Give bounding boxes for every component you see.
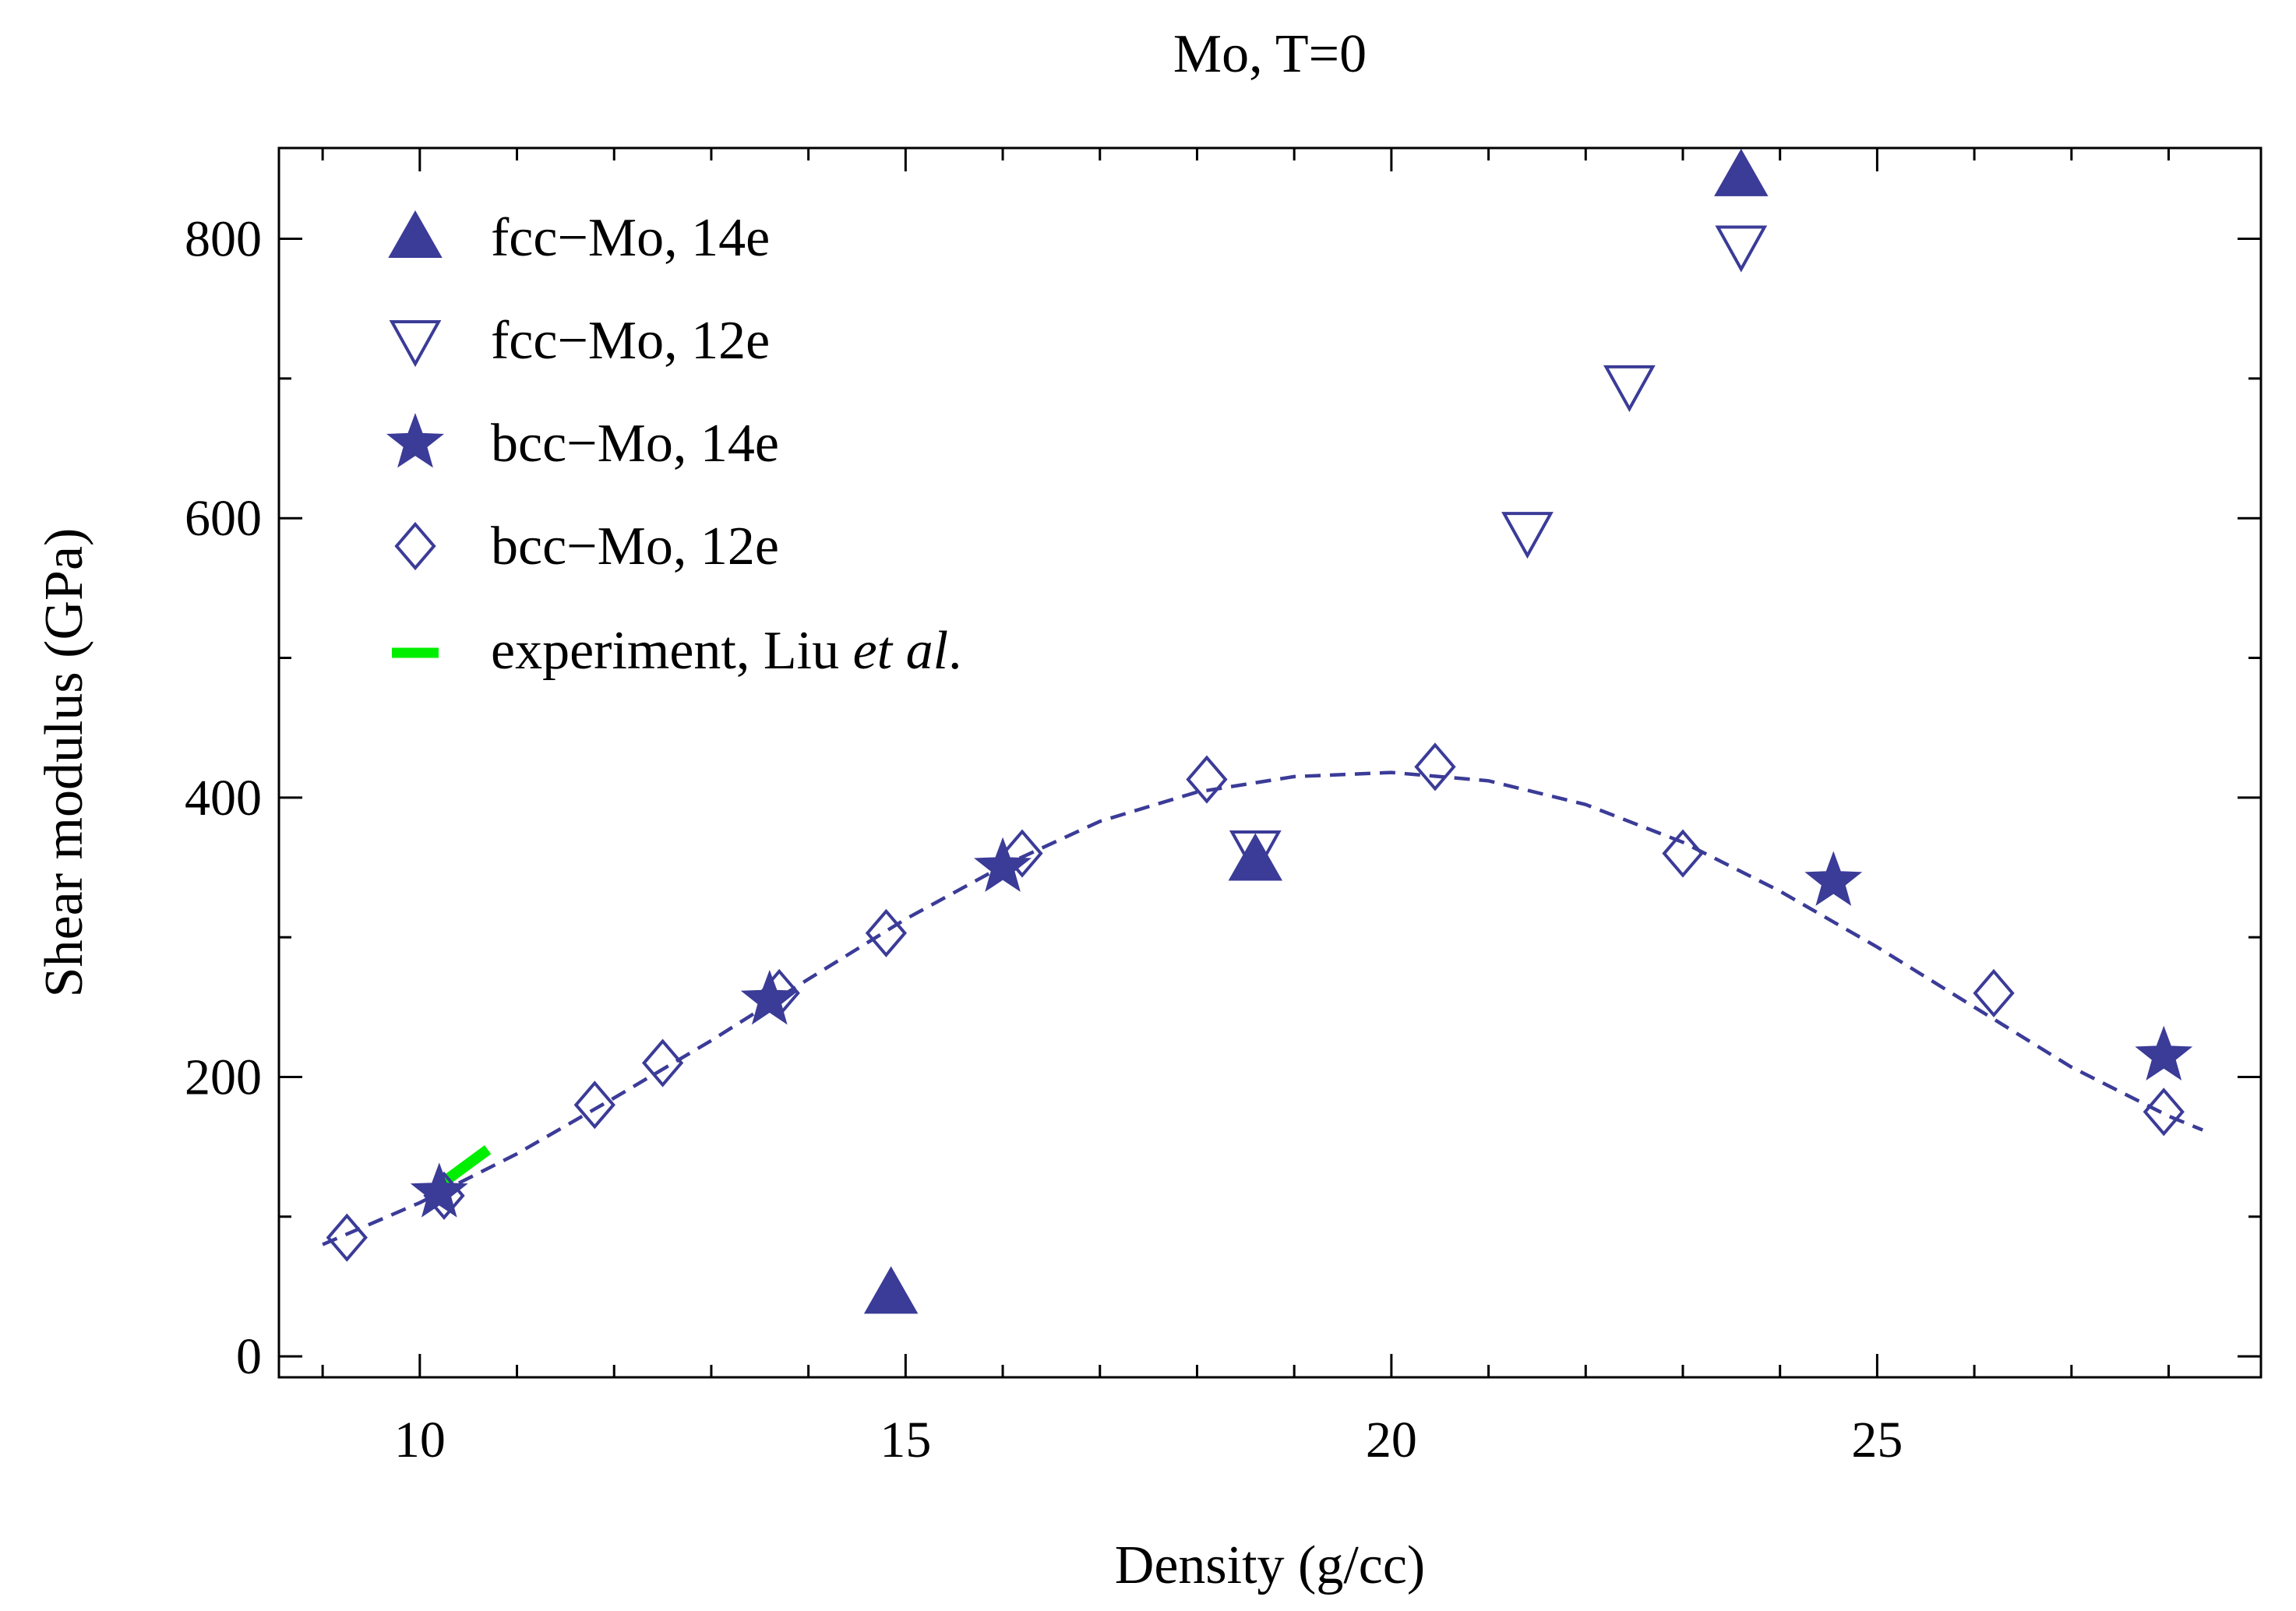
bcc-12e-marker (1662, 829, 1704, 878)
axis-ticks (279, 148, 2261, 1377)
legend-symbol-fcc-12e (389, 320, 442, 368)
x-tick-label: 10 (394, 1412, 446, 1468)
fcc-12e-marker (1715, 225, 1768, 273)
legend-label-bcc-14e: bcc−Mo, 14e (491, 414, 779, 474)
y-tick-label: 0 (236, 1328, 262, 1385)
legend-symbol-bcc-14e (386, 413, 444, 468)
bcc-12e-marker (641, 1038, 684, 1088)
legend-symbol-fcc-14e (388, 210, 443, 258)
chart-title: Mo, T=0 (1173, 24, 1367, 84)
bcc-12e-marker (2143, 1088, 2185, 1137)
x-axis-label: Density (g/cc) (1115, 1535, 1425, 1595)
x-tick-label: 25 (1851, 1412, 1903, 1468)
bcc-14e-marker (2135, 1025, 2193, 1081)
legend: fcc−Mo, 14e fcc−Mo, 12e bcc−Mo, 14e bcc−… (386, 208, 962, 681)
fcc-12e-marker (1501, 512, 1554, 559)
plot-frame (277, 146, 2262, 1379)
data-marks (326, 148, 2193, 1314)
fit-curve (322, 770, 2204, 1246)
plot-area: 10 15 20 25 0 200 400 600 800 (185, 146, 2262, 1468)
y-tick-label: 600 (185, 490, 262, 547)
legend-label-fcc-14e: fcc−Mo, 14e (491, 208, 770, 268)
legend-label-experiment-suffix: . (948, 621, 962, 681)
legend-label-bcc-12e: bcc−Mo, 12e (491, 516, 779, 576)
bcc-14e-marker (974, 837, 1032, 892)
fcc-12e-marker (1603, 365, 1656, 412)
y-tick-label: 400 (185, 770, 262, 827)
fcc-12e-marker (1229, 830, 1282, 878)
bcc-12e-marker (1973, 968, 2015, 1017)
legend-label-experiment-prefix: experiment, Liu (491, 621, 853, 681)
fcc-14e-marker (863, 1266, 919, 1314)
y-tick-label: 200 (185, 1049, 262, 1105)
bcc-14e-marker (740, 969, 799, 1025)
bcc-12e-marker (326, 1213, 368, 1262)
bcc-14e-marker (410, 1162, 468, 1218)
experiment-layer (440, 1145, 492, 1186)
experiment-segment (440, 1145, 492, 1186)
x-tick-label: 15 (880, 1412, 931, 1468)
bcc-12e-marker (1001, 829, 1043, 878)
bcc-12e-marker (1186, 755, 1228, 804)
x-tick-label: 20 (1366, 1412, 1417, 1468)
bcc-12e-marker (1414, 742, 1456, 791)
legend-label-experiment-italic: et al (853, 621, 948, 681)
legend-symbols (386, 210, 444, 658)
bcc-12e-marker (573, 1080, 615, 1130)
y-tick-label: 800 (185, 211, 262, 268)
y-axis-label: Shear modulus (GPa) (34, 528, 94, 998)
bcc-12e-marker (865, 908, 908, 957)
tick-labels: 10 15 20 25 0 200 400 600 800 (185, 211, 1903, 1468)
bcc-14e-marker (1804, 851, 1863, 906)
legend-label-experiment: experiment, Liu et al. (491, 621, 962, 681)
legend-symbol-bcc-12e (394, 521, 436, 571)
legend-label-fcc-12e: fcc−Mo, 12e (491, 311, 770, 371)
fit-layer (322, 770, 2204, 1246)
fcc-14e-marker (1228, 833, 1283, 881)
fcc-14e-marker (1714, 148, 1769, 196)
